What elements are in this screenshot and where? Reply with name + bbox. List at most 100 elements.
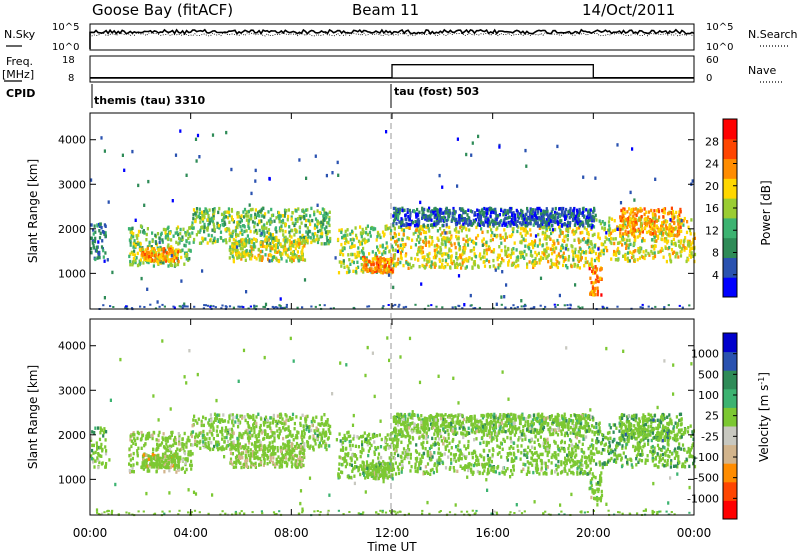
power-cell [159, 246, 162, 250]
power-cell [256, 213, 259, 218]
power-cell [550, 264, 553, 269]
power-cell [405, 217, 408, 222]
velocity-cell [128, 447, 131, 451]
power-cell [396, 239, 399, 243]
power-cell [657, 250, 660, 254]
power-cell [425, 225, 428, 230]
velocity-cell [90, 454, 93, 458]
power-cell [504, 223, 507, 227]
velocity-cell [263, 417, 267, 421]
power-cell [576, 263, 579, 268]
velocity-cell [301, 437, 304, 441]
velocity-cell [200, 419, 203, 424]
power-cell [678, 213, 681, 217]
power-cell [655, 224, 658, 228]
power-cell [392, 261, 395, 265]
power-scatter-cell [174, 153, 178, 157]
power-near-range-cell [556, 304, 559, 306]
power-cell [241, 241, 244, 245]
power-cell [231, 254, 234, 258]
date-title: 14/Oct/2011 [582, 1, 675, 19]
power-cell [159, 260, 162, 264]
power-cell [242, 242, 245, 247]
velocity-cell [224, 426, 228, 430]
velocity-cell [166, 439, 169, 443]
power-cell [150, 245, 153, 249]
power-cell [510, 251, 513, 256]
velocity-cell [214, 414, 218, 418]
power-colorbar-segment [723, 257, 737, 278]
power-cell [591, 250, 594, 254]
velocity-cell [239, 414, 242, 418]
power-cell [685, 246, 688, 250]
power-cell [200, 241, 203, 245]
power-cell [405, 261, 408, 265]
velocity-cell [132, 441, 135, 445]
power-cell [507, 259, 511, 263]
power-cell [564, 215, 567, 219]
velocity-cell [102, 430, 105, 435]
power-cell [275, 243, 278, 247]
velocity-cell [152, 448, 155, 452]
power-scatter-cell [211, 133, 215, 137]
velocity-cell [287, 440, 291, 444]
power-cell [655, 239, 658, 243]
power-cell [572, 250, 575, 255]
power-cell [402, 232, 405, 236]
power-cell [357, 254, 360, 258]
power-near-range-cell [474, 307, 477, 310]
power-cell [668, 224, 671, 228]
power-near-range-cell [172, 305, 175, 308]
power-cell [305, 213, 308, 217]
power-cell [237, 211, 240, 215]
velocity-cell [303, 455, 306, 460]
power-cell [399, 222, 403, 226]
power-cell [661, 221, 664, 225]
power-cell [362, 253, 365, 257]
power-cell [545, 207, 548, 211]
power-cell [383, 269, 386, 273]
power-cell [303, 241, 306, 246]
power-cell [617, 246, 620, 251]
power-cell [384, 227, 387, 231]
power-cell [611, 229, 614, 233]
power-cell [418, 265, 421, 269]
power-cell [651, 227, 654, 231]
power-cell [568, 208, 572, 213]
power-cell [316, 209, 319, 213]
power-scatter-cell [498, 145, 501, 149]
velocity-cell [218, 413, 221, 417]
power-cell [168, 259, 171, 263]
power-cell [444, 252, 447, 256]
power-cell [438, 257, 441, 262]
power-cell [259, 240, 262, 245]
power-cell [232, 220, 235, 224]
power-cell [386, 227, 389, 231]
power-near-range-cell [204, 304, 207, 307]
velocity-cell [194, 419, 197, 423]
power-cell [164, 256, 167, 260]
power-cell [265, 247, 268, 251]
power-cell [465, 234, 468, 238]
power-cell [237, 220, 240, 224]
power-cell [212, 238, 215, 242]
power-cell [134, 258, 137, 263]
velocity-cell [273, 433, 276, 438]
velocity-cell [234, 420, 237, 424]
velocity-cell [255, 437, 258, 441]
power-cell [375, 261, 378, 265]
power-cell [590, 217, 593, 221]
power-cell [317, 229, 320, 234]
power-cell [252, 247, 255, 252]
power-cell [129, 243, 132, 247]
power-cell [658, 227, 661, 232]
power-cell [553, 262, 556, 267]
velocity-cell [231, 452, 234, 456]
power-cell [368, 252, 371, 256]
power-cell [621, 210, 624, 215]
power-cell [294, 228, 297, 232]
power-cell [384, 268, 387, 272]
power-cell [556, 265, 559, 270]
velocity-cell [132, 470, 135, 474]
power-cell [92, 244, 95, 248]
